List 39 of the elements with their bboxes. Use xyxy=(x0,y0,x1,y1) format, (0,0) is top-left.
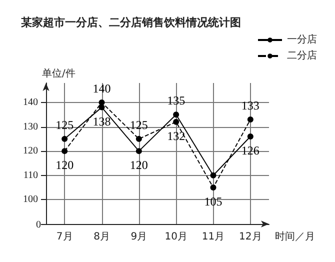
x-tick-label: 12月 xyxy=(239,232,262,242)
legend-label: 一分店 xyxy=(287,34,317,46)
x-tick-label: 11月 xyxy=(202,232,225,242)
point xyxy=(173,118,180,125)
point xyxy=(62,136,68,142)
chart-title: 某家超市一分店、二分店销售饮料情况统计图 xyxy=(20,16,241,29)
y-tick-label: 130 xyxy=(23,121,38,132)
data-label: 125 xyxy=(130,118,148,132)
text: 0 xyxy=(36,220,41,230)
data-label: 125 xyxy=(56,118,74,132)
x-tick-label: 8月 xyxy=(94,232,110,242)
point xyxy=(98,99,105,106)
x-tick-label: 7月 xyxy=(56,232,73,242)
x-axis-title: 时间／月 xyxy=(275,230,315,242)
data-label: 105 xyxy=(204,194,222,209)
y-tick-label: 100 xyxy=(23,194,38,206)
y-tick-label: 110 xyxy=(23,170,38,181)
data-label: 120 xyxy=(56,158,74,172)
data-label: 140 xyxy=(92,81,111,96)
data-label: 132 xyxy=(167,128,186,143)
x-tick-label: 10月 xyxy=(164,232,188,242)
y-tick-label: 120 xyxy=(23,146,38,157)
point xyxy=(136,136,142,142)
point xyxy=(247,133,254,140)
data-label: 120 xyxy=(130,158,148,172)
x-tick-label: 9月 xyxy=(130,232,148,242)
y-axis-title: 单位/件 xyxy=(42,68,76,80)
point xyxy=(247,116,254,122)
point xyxy=(62,148,68,154)
point xyxy=(210,184,216,191)
data-label: 133 xyxy=(241,98,260,112)
data-label: 126 xyxy=(241,143,260,158)
point xyxy=(136,148,142,154)
legend-label: 二分店 xyxy=(287,50,317,62)
data-label: 138 xyxy=(92,114,111,128)
point xyxy=(173,112,180,118)
y-tick-label: 140 xyxy=(23,96,38,108)
data-label: 135 xyxy=(167,94,186,108)
point xyxy=(210,172,216,178)
